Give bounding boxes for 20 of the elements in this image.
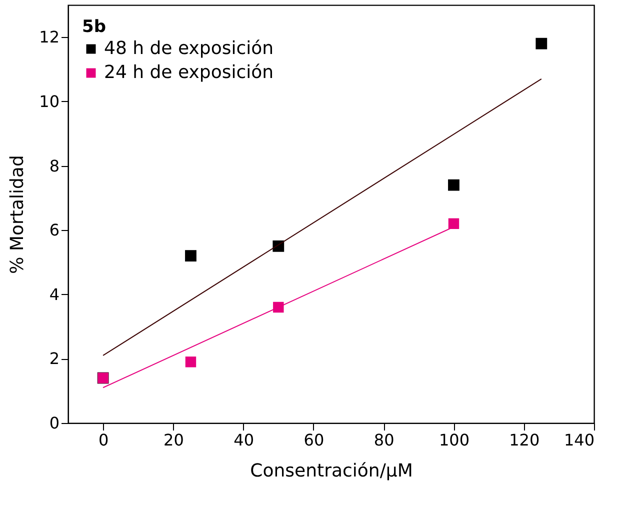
x-tick-label: 20	[164, 430, 184, 450]
legend-label: 24 h de exposición	[104, 62, 274, 83]
x-axis-title: Consentración/μM	[250, 460, 413, 482]
x-tick-label: 40	[234, 430, 254, 450]
y-tick-label: 4	[49, 284, 60, 304]
y-tick-label: 12	[39, 28, 60, 47]
y-tick-label: 10	[39, 92, 60, 111]
x-tick-label: 0	[98, 430, 109, 450]
y-tick-label: 0	[49, 414, 60, 432]
x-tick-label: 80	[374, 430, 394, 450]
legend-label: 48 h de exposición	[104, 38, 274, 59]
x-tick-label: 140	[564, 430, 594, 450]
y-axis-title: % Mortalidad	[7, 155, 28, 274]
legend-title: 5b	[82, 17, 106, 37]
y-tick-label: 2	[49, 349, 60, 368]
y-tick-label: 6	[49, 220, 60, 240]
x-tick-label: 120	[509, 430, 540, 450]
x-tick-label: 100	[438, 430, 470, 450]
y-tick-label: 8	[49, 156, 60, 176]
x-tick-label: 60	[304, 430, 324, 450]
